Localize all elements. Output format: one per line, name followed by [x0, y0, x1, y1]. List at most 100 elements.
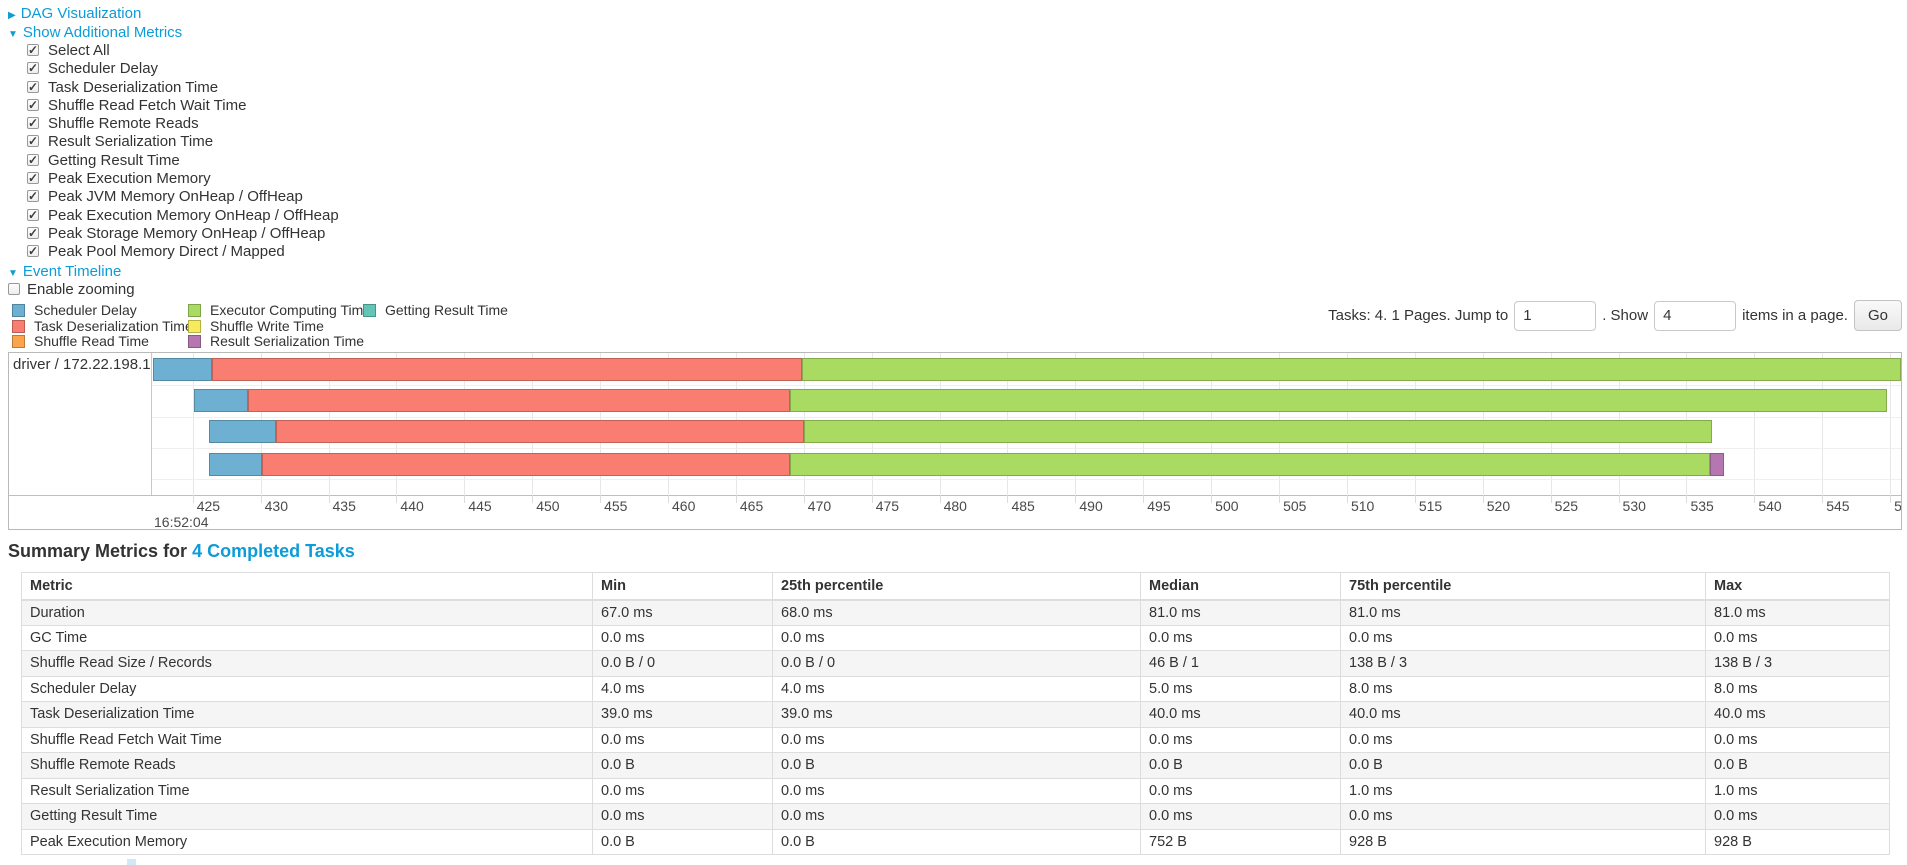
metric-checkbox[interactable] — [27, 132, 39, 151]
metric-checkbox-row: Peak Execution Memory OnHeap / OffHeap — [8, 206, 339, 225]
task-bar-scheduler-delay[interactable] — [209, 420, 276, 443]
table-row: Getting Result Time 0.0 ms 0.0 ms 0.0 ms 0.0… — [21, 803, 1890, 830]
task-bar-scheduler-delay[interactable] — [209, 453, 262, 476]
metric-checkbox[interactable] — [27, 187, 39, 206]
metric-value-cell: 138 B / 3 — [1705, 650, 1890, 677]
dag-visualization-link[interactable]: DAG Visualization — [20, 5, 142, 22]
metric-checkbox[interactable] — [27, 96, 39, 114]
axis-tick-label: 540 — [1758, 498, 1782, 514]
legend-column: Scheduler Delay Task Deserialization Time… — [12, 302, 193, 350]
gridline — [1822, 353, 1824, 495]
metric-name-cell: GC Time — [21, 624, 593, 651]
metric-value-cell: 81.0 ms — [1340, 599, 1706, 626]
axis-tick-label: 505 — [1283, 498, 1307, 514]
axis-tick-label: 470 — [807, 498, 832, 514]
metric-value-cell: 0.0 ms — [772, 777, 1141, 804]
task-bar-task-deserialization[interactable] — [261, 453, 791, 476]
axis-tick-label: 445 — [468, 498, 492, 514]
table-header-cell: 25th percentile — [772, 572, 1141, 601]
metric-checkbox-row: Peak Execution Memory — [8, 169, 339, 188]
pagination-mid-text: . Show — [1602, 307, 1649, 324]
metric-checkbox[interactable] — [27, 114, 39, 132]
show-additional-metrics-toggle[interactable]: ▼ Show Additional Metrics — [8, 23, 339, 42]
table-header-cell: Median — [1140, 572, 1341, 601]
axis-tick-label: 435 — [332, 498, 356, 514]
axis-tick — [464, 495, 466, 503]
metric-checkbox[interactable] — [27, 224, 39, 242]
table-row: Duration 67.0 ms 68.0 ms 81.0 ms 81.0 ms 81.0… — [21, 599, 1890, 626]
task-bar-executor-computing[interactable] — [803, 420, 1713, 443]
metric-checkbox-row: Shuffle Remote Reads — [8, 114, 339, 133]
task-bar-task-deserialization[interactable] — [275, 420, 804, 443]
task-bar-result-serialization[interactable] — [1709, 453, 1725, 476]
dag-visualization-toggle[interactable]: ▶ DAG Visualization — [8, 4, 339, 23]
expanded-arrow-icon: ▼ — [8, 29, 18, 40]
legend-item: Scheduler Delay — [12, 302, 188, 319]
axis-tick-label: 460 — [672, 498, 696, 514]
summary-metrics-table: Metric Min 25th percentile Median 75th perce… — [21, 572, 1890, 855]
items-per-page-input[interactable] — [1654, 300, 1737, 331]
jump-to-page-input[interactable] — [1514, 300, 1597, 331]
axis-tick — [1550, 495, 1552, 503]
task-bar-executor-computing[interactable] — [790, 389, 1888, 412]
task-bar-executor-computing[interactable] — [790, 453, 1710, 476]
row-separator-line — [152, 479, 1901, 480]
axis-tick-label: 510 — [1350, 498, 1375, 514]
task-bar-task-deserialization[interactable] — [248, 389, 791, 412]
timeline-time-axis: 16:52:04 425 430 435 440 445 450 455 460 465 470 4… — [152, 495, 1901, 530]
go-button[interactable]: Go — [1853, 300, 1902, 331]
metric-value-cell: 0.0 ms — [1140, 803, 1341, 830]
task-bar-task-deserialization[interactable] — [211, 358, 803, 381]
task-bar-scheduler-delay[interactable] — [194, 389, 249, 412]
metric-name-cell: Duration — [21, 599, 593, 626]
metric-name-cell: Result Serialization Time — [21, 777, 593, 804]
summary-metrics-title: Summary Metrics for 4 Completed Tasks — [8, 541, 355, 562]
metric-value-cell: 81.0 ms — [1705, 599, 1890, 626]
task-pagination: Tasks: 4. 1 Pages. Jump to . Show items … — [1328, 300, 1902, 331]
metric-checkbox[interactable] — [27, 78, 39, 96]
timeline-group-column: driver / 172.22.198.104 — [9, 353, 152, 495]
metric-checkbox[interactable] — [27, 59, 39, 78]
metric-checkbox-row: Shuffle Read Fetch Wait Time — [8, 96, 339, 115]
axis-tick — [735, 495, 737, 503]
metric-checkbox[interactable] — [27, 151, 39, 169]
axis-tick-label: 520 — [1486, 498, 1511, 514]
pagination-prefix-text: Tasks: 4. 1 Pages. Jump to — [1328, 307, 1509, 324]
metric-checkbox[interactable] — [27, 242, 39, 261]
task-bar-scheduler-delay[interactable] — [153, 358, 212, 381]
table-row: Shuffle Read Fetch Wait Time 0.0 ms 0.0 ms… — [21, 726, 1890, 753]
metric-checkbox[interactable] — [27, 206, 39, 224]
axis-tick — [1346, 495, 1348, 503]
metric-value-cell: 4.0 ms — [772, 675, 1141, 702]
event-timeline-toggle[interactable]: ▼ Event Timeline — [8, 262, 339, 281]
legend-column: Getting Result Time — [363, 302, 508, 350]
metric-value-cell: 928 B — [1340, 828, 1706, 855]
metric-value-cell: 1.0 ms — [1340, 777, 1706, 804]
axis-tick-label: 455 — [604, 498, 628, 514]
axis-tick — [532, 495, 534, 503]
metric-value-cell: 0.0 B — [1140, 752, 1341, 779]
task-deserialization-swatch-icon — [12, 319, 25, 333]
metric-checkbox[interactable] — [27, 41, 39, 59]
axis-tick — [192, 495, 194, 503]
scheduler-delay-swatch-icon — [12, 304, 25, 317]
metric-checkbox[interactable] — [27, 169, 39, 187]
task-bar-executor-computing[interactable] — [802, 358, 1901, 381]
table-header-cell: Min — [592, 572, 773, 601]
show-additional-metrics-link[interactable]: Show Additional Metrics — [22, 24, 183, 41]
legend-label: Getting Result Time — [385, 302, 508, 318]
metric-value-cell: 8.0 ms — [1705, 675, 1890, 702]
metric-checkbox-label: Peak Storage Memory OnHeap / OffHeap — [48, 224, 326, 242]
legend-column: Executor Computing Time Shuffle Write Tim… — [188, 302, 371, 350]
row-separator-line — [152, 416, 1901, 418]
axis-tick-label: 500 — [1215, 498, 1239, 514]
partially-visible-element — [127, 859, 136, 865]
axis-tick-label: 480 — [943, 498, 967, 514]
completed-tasks-link[interactable]: 4 Completed Tasks — [192, 541, 355, 561]
axis-tick-label: 495 — [1147, 498, 1171, 514]
row-separator-line — [152, 448, 1901, 449]
axis-tick — [600, 495, 602, 503]
event-timeline-link[interactable]: Event Timeline — [22, 262, 122, 280]
enable-zooming-checkbox[interactable] — [8, 282, 20, 295]
metric-checkbox-row: Getting Result Time — [8, 151, 339, 170]
